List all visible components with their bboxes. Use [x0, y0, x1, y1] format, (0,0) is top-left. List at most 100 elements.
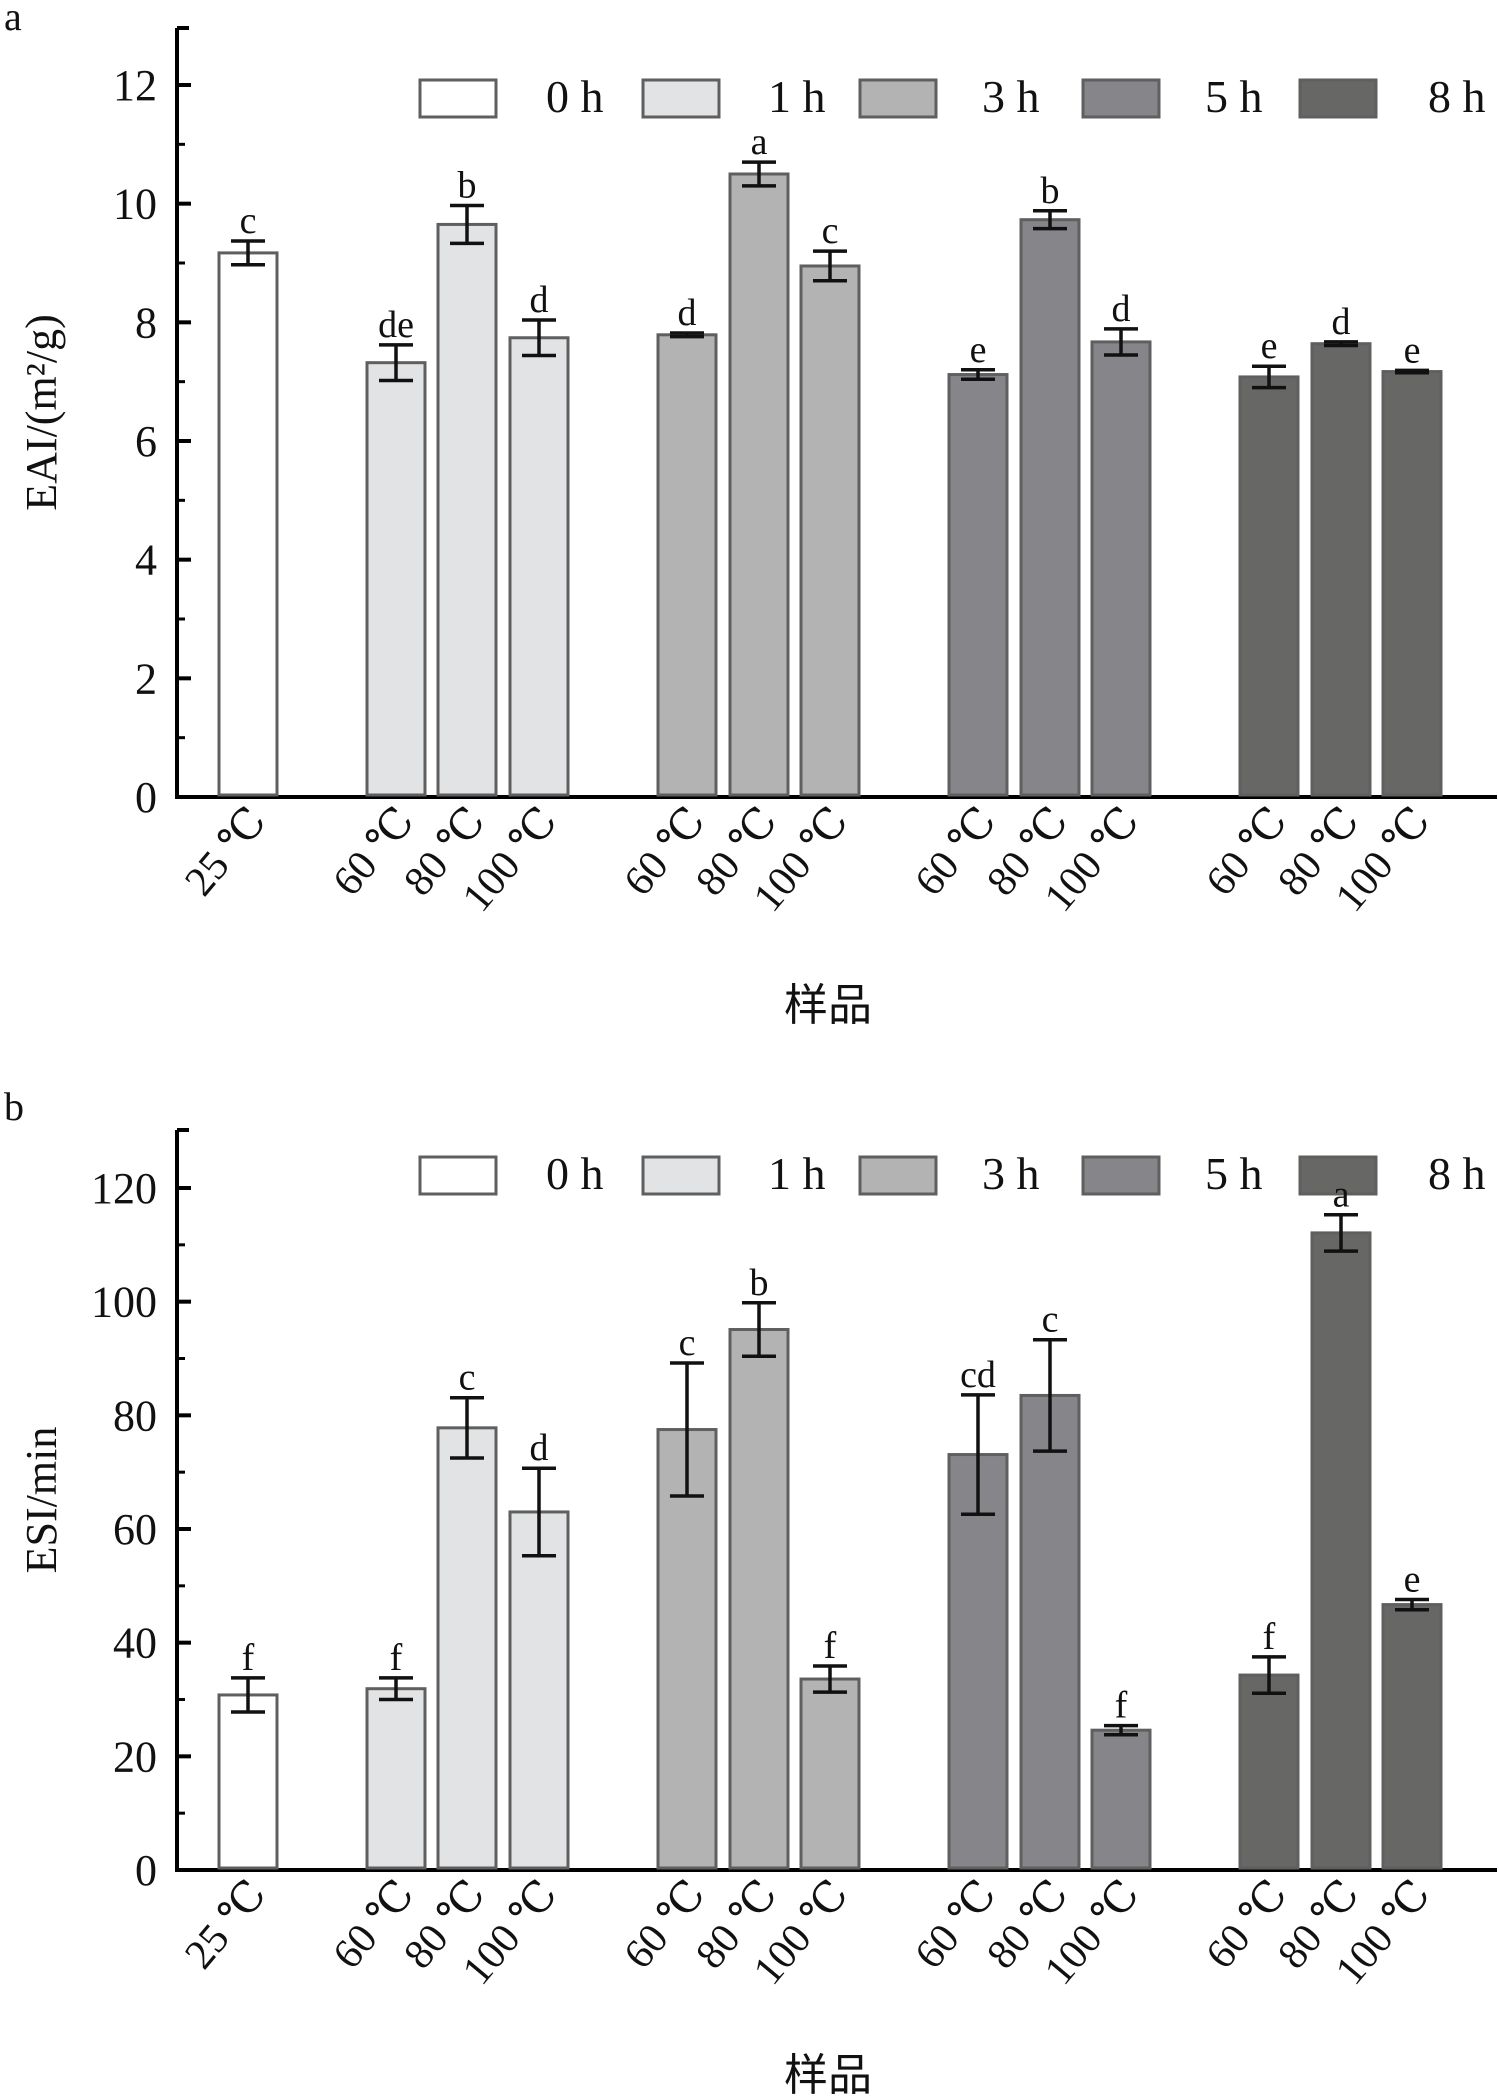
legend-label-0h: 0 h: [546, 71, 604, 122]
legend-swatch-1h: [641, 1155, 721, 1196]
chart-a-x-tick-label: 60 ℃: [615, 799, 714, 905]
chart-b-significance-label: b: [750, 1262, 769, 1304]
chart-b-significance-label: f: [824, 1625, 837, 1667]
chart-b-significance-label: cd: [960, 1354, 996, 1396]
chart-a-significance-label: e: [1261, 325, 1278, 367]
chart-a-bar: [1381, 370, 1443, 797]
legend-swatch-3h: [858, 1155, 938, 1196]
chart-b-x-tick-label: 60 ℃: [615, 1872, 714, 1978]
chart-b-bar: [1381, 1603, 1443, 1870]
legend-label-5h: 5 h: [1205, 71, 1263, 122]
chart-b-significance-label: f: [242, 1637, 255, 1679]
chart-b-bar: [799, 1677, 861, 1870]
chart-b-significance-label: f: [1115, 1685, 1128, 1727]
chart-a-bar: [947, 373, 1009, 797]
chart-a-bar: [508, 336, 570, 797]
chart-a-bar: [217, 251, 279, 797]
chart-b-bar: [217, 1693, 279, 1870]
chart-a-y-axis-title: EAI/(m²/g): [17, 314, 66, 510]
chart-b-bar: [1238, 1673, 1300, 1870]
chart-b-significance-label: e: [1404, 1558, 1421, 1600]
chart-a-significance-label: e: [970, 329, 987, 371]
chart-a-bar: [1090, 340, 1152, 797]
chart-a-significance-label: b: [458, 164, 477, 206]
chart-a-x-tick-label: 60 ℃: [1197, 799, 1296, 905]
chart-b-significance-label: c: [459, 1357, 476, 1399]
chart-b-x-axis-title: 样品: [784, 2051, 872, 2099]
chart-b-bar: [1310, 1231, 1372, 1870]
legend-swatch-1h: [641, 78, 721, 119]
chart-a-bar: [365, 361, 427, 797]
legend-swatch-8h: [1298, 78, 1378, 119]
chart-b-y-axis-title: ESI/min: [17, 1427, 66, 1574]
chart-a-y-tick-label: 10: [113, 180, 157, 229]
chart-b-y-tick-label: 120: [91, 1164, 157, 1213]
legend-label-0h: 0 h: [546, 1148, 604, 1199]
chart-b-y-tick-label: 80: [113, 1391, 157, 1440]
chart-b-significance-label: a: [1333, 1174, 1350, 1216]
chart-b-bar: [1019, 1393, 1081, 1870]
chart-b-bar: [728, 1328, 790, 1870]
chart-b-y-tick-label: 60: [113, 1505, 157, 1554]
chart-b-y-tick-label: 100: [91, 1278, 157, 1327]
legend-label-3h: 3 h: [982, 1148, 1040, 1199]
chart-a-bar: [728, 172, 790, 797]
chart-a-y-tick-label: 12: [113, 61, 157, 110]
chart-a-bar: [436, 222, 498, 797]
chart-a-panel-label: a: [4, 0, 22, 39]
chart-a-bar: [799, 264, 861, 797]
chart-a-significance-label: d: [1332, 301, 1351, 343]
legend-label-3h: 3 h: [982, 71, 1040, 122]
legend-label-5h: 5 h: [1205, 1148, 1263, 1199]
legend-label-8h: 8 h: [1428, 71, 1486, 122]
legend-label-1h: 1 h: [768, 1148, 826, 1199]
chart-b-significance-label: f: [390, 1637, 403, 1679]
legend-swatch-0h: [418, 78, 498, 119]
legend-swatch-8h: [1298, 1155, 1378, 1196]
chart-b-x-tick-label: 25 ℃: [176, 1872, 275, 1978]
chart-b-significance-label: c: [679, 1322, 696, 1364]
chart-b-bar: [436, 1426, 498, 1870]
chart-b-bar: [365, 1687, 427, 1870]
chart-b-significance-label: d: [530, 1427, 549, 1469]
legend-swatch-0h: [418, 1155, 498, 1196]
chart-a-significance-label: d: [530, 279, 549, 321]
chart-a-significance-label: c: [822, 210, 839, 252]
legend-swatch-5h: [1081, 78, 1161, 119]
legend-label-1h: 1 h: [768, 71, 826, 122]
chart-a-significance-label: de: [378, 304, 414, 346]
chart-a-significance-label: d: [678, 292, 697, 334]
chart-b-y-tick-label: 0: [135, 1846, 157, 1895]
chart-a-significance-label: b: [1041, 170, 1060, 212]
chart-a-significance-label: d: [1112, 288, 1131, 330]
chart-a-bar: [1238, 375, 1300, 797]
chart-b-x-tick-label: 60 ℃: [1197, 1872, 1296, 1978]
chart-a-y-tick-label: 0: [135, 773, 157, 822]
chart-a-significance-label: e: [1404, 329, 1421, 371]
legend-swatch-3h: [858, 78, 938, 119]
chart-b-significance-label: c: [1042, 1299, 1059, 1341]
chart-a-bar: [1019, 218, 1081, 797]
chart-a-x-axis-title: 样品: [784, 981, 872, 1030]
chart-b-x-tick-label: 60 ℃: [906, 1872, 1005, 1978]
chart-a-significance-label: a: [751, 121, 768, 163]
chart-b-bar: [1090, 1728, 1152, 1870]
legend-label-8h: 8 h: [1428, 1148, 1486, 1199]
chart-a-y-tick-label: 2: [135, 654, 157, 703]
chart-a-x-tick-label: 25 ℃: [176, 799, 275, 905]
chart-a-bar: [1310, 342, 1372, 797]
chart-b-y-tick-label: 20: [113, 1732, 157, 1781]
chart-a-y-tick-label: 4: [135, 536, 157, 585]
chart-a-significance-label: c: [240, 200, 257, 242]
chart-a-x-tick-label: 60 ℃: [906, 799, 1005, 905]
chart-a-bar: [656, 333, 718, 797]
chart-b-panel-label: b: [4, 1084, 24, 1129]
chart-b-bar: [508, 1510, 570, 1870]
chart-b-y-tick-label: 40: [113, 1619, 157, 1668]
chart-b-bar: [656, 1428, 718, 1870]
chart-b-bar: [947, 1453, 1009, 1870]
chart-b-significance-label: f: [1263, 1616, 1276, 1658]
chart-a-y-tick-label: 8: [135, 298, 157, 347]
chart-a-y-tick-label: 6: [135, 417, 157, 466]
